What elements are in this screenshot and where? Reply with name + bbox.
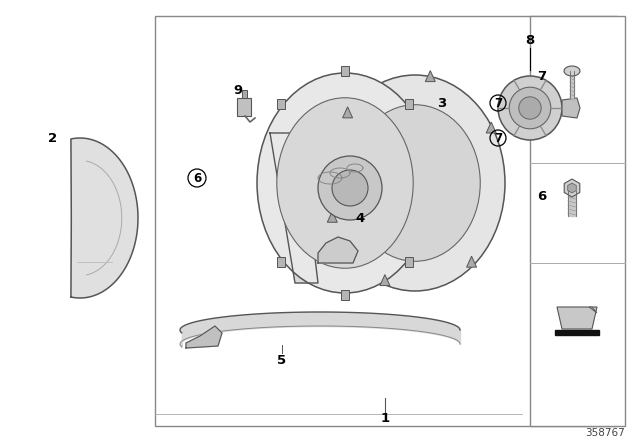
Polygon shape <box>270 133 318 283</box>
Polygon shape <box>186 326 222 348</box>
Text: 7: 7 <box>494 96 502 109</box>
Polygon shape <box>562 98 580 118</box>
Text: 7: 7 <box>494 132 502 145</box>
Text: 6: 6 <box>538 190 547 202</box>
Polygon shape <box>426 71 435 82</box>
Circle shape <box>519 97 541 119</box>
Circle shape <box>318 156 382 220</box>
Polygon shape <box>71 138 138 298</box>
Bar <box>277 99 285 109</box>
Ellipse shape <box>325 75 505 291</box>
Polygon shape <box>555 330 599 335</box>
Text: 5: 5 <box>277 353 287 366</box>
Bar <box>530 16 625 426</box>
Polygon shape <box>557 307 597 329</box>
Text: 3: 3 <box>437 96 447 109</box>
Ellipse shape <box>564 66 580 76</box>
Polygon shape <box>568 183 576 193</box>
Text: 9: 9 <box>234 83 243 96</box>
Ellipse shape <box>349 105 480 261</box>
Text: 7: 7 <box>538 69 547 82</box>
Polygon shape <box>467 256 477 267</box>
Bar <box>155 16 617 426</box>
Text: 1: 1 <box>380 412 390 425</box>
Text: 8: 8 <box>525 34 534 47</box>
Bar <box>404 99 413 109</box>
Bar <box>277 257 285 267</box>
Bar <box>237 98 251 116</box>
Ellipse shape <box>277 98 413 268</box>
Polygon shape <box>342 107 353 118</box>
Text: 4: 4 <box>355 211 365 224</box>
Circle shape <box>332 170 368 206</box>
Bar <box>242 90 247 98</box>
Polygon shape <box>589 307 597 313</box>
Circle shape <box>509 87 551 129</box>
Bar <box>404 257 413 267</box>
Text: 2: 2 <box>49 132 58 145</box>
Circle shape <box>498 76 562 140</box>
Polygon shape <box>318 237 358 263</box>
Polygon shape <box>380 275 390 286</box>
Polygon shape <box>327 211 337 222</box>
Polygon shape <box>564 179 580 197</box>
Text: 6: 6 <box>193 172 201 185</box>
Bar <box>341 66 349 76</box>
Ellipse shape <box>257 73 433 293</box>
Polygon shape <box>486 122 496 133</box>
Bar <box>341 290 349 300</box>
Text: 358767: 358767 <box>585 428 625 438</box>
